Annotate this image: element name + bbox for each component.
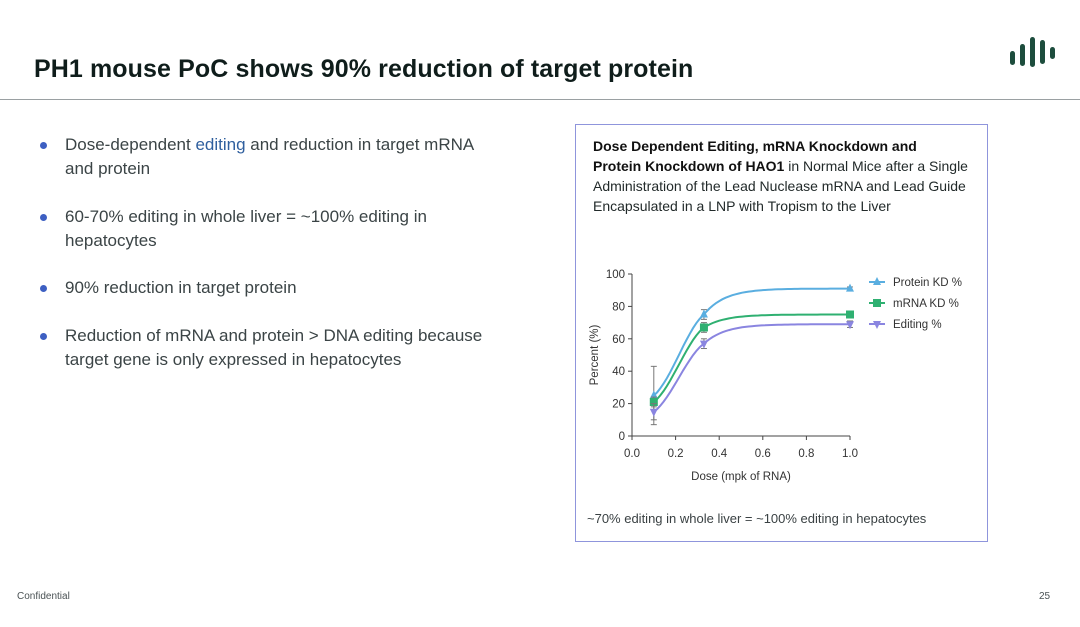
y-axis-label: Percent (%): [589, 324, 601, 385]
data-point: [649, 397, 658, 406]
chart-panel: Dose Dependent Editing, mRNA Knockdown a…: [575, 124, 988, 542]
legend-label: Protein KD %: [893, 277, 962, 289]
data-point: [649, 390, 658, 399]
caption-bold-line-2: Protein Knockdown of HAO1: [593, 158, 785, 174]
caption-rest: in Normal Mice after a Single Administra…: [593, 158, 968, 214]
data-point: [846, 321, 854, 330]
legend-marker: [873, 277, 881, 285]
x-tick-label: 0.4: [711, 448, 728, 460]
data-point: [846, 310, 854, 319]
bullet-dot-icon: [40, 142, 47, 149]
bullet-text-post: and reduction in target mRNA and protein: [65, 135, 474, 178]
y-tick-label: 0: [619, 431, 625, 443]
bullet-text-pre: Dose-dependent: [65, 135, 196, 154]
dose-response-chart: 0 20 40 60 80 100 0.0 0.2 0.4 0.6 0.8 1.0 Dose (mpk …: [589, 269, 962, 483]
legend-marker: [873, 321, 881, 329]
series-line-1: [653, 313, 850, 403]
legend-marker: [873, 299, 881, 307]
x-tick-label: 1.0: [842, 448, 858, 460]
series-line-0: [653, 287, 850, 397]
bullet-highlight: editing: [195, 135, 246, 154]
x-tick-label: 0.6: [755, 448, 771, 460]
y-tick-label: 60: [612, 334, 625, 346]
brand-logo-icon: [1010, 37, 1055, 67]
bullet-item: 60-70% editing in whole liver = ~100% ed…: [38, 205, 498, 253]
y-tick-label: 40: [612, 366, 625, 378]
bullet-text: Reduction of mRNA and protein > DNA edit…: [65, 325, 483, 369]
x-axis-label: Dose (mpk of RNA): [691, 471, 791, 483]
bullet-dot-icon: [40, 332, 47, 340]
bullet-item: 90% reduction in target protein: [38, 276, 498, 300]
y-tick-label: 80: [612, 301, 625, 313]
data-point: [846, 283, 854, 292]
y-tick-label: 100: [606, 269, 625, 281]
series-line-2: [653, 323, 850, 413]
chart-footnote: ~70% editing in whole liver = ~100% edit…: [587, 511, 927, 526]
bullet-dot-icon: [40, 213, 47, 221]
data-point: [699, 323, 708, 332]
x-tick-label: 0.0: [624, 448, 640, 460]
x-tick-label: 0.8: [798, 448, 814, 460]
legend-label: Editing %: [893, 319, 942, 331]
caption-bold-line-1: Dose Dependent Editing, mRNA Knockdown a…: [593, 138, 917, 154]
bullet-dot-icon: [40, 285, 47, 292]
chart-caption: Dose Dependent Editing, mRNA Knockdown a…: [593, 136, 978, 216]
title-divider: [0, 99, 1080, 100]
bullet-list: Dose-dependent editing and reduction in …: [38, 133, 498, 395]
data-point: [699, 340, 708, 349]
bullet-text: 60-70% editing in whole liver = ~100% ed…: [65, 206, 427, 250]
bullet-item: Dose-dependent editing and reduction in …: [38, 133, 498, 181]
legend-label: mRNA KD %: [893, 298, 959, 310]
data-point: [699, 309, 708, 318]
x-tick-label: 0.2: [668, 448, 684, 460]
footer-confidential: Confidential: [17, 591, 70, 602]
data-point: [649, 408, 658, 417]
bullet-item: Reduction of mRNA and protein > DNA edit…: [38, 324, 498, 372]
page-number: 25: [1039, 591, 1051, 602]
page-title: PH1 mouse PoC shows 90% reduction of tar…: [34, 55, 694, 83]
y-tick-label: 20: [612, 399, 625, 411]
bullet-text: 90% reduction in target protein: [65, 278, 297, 297]
